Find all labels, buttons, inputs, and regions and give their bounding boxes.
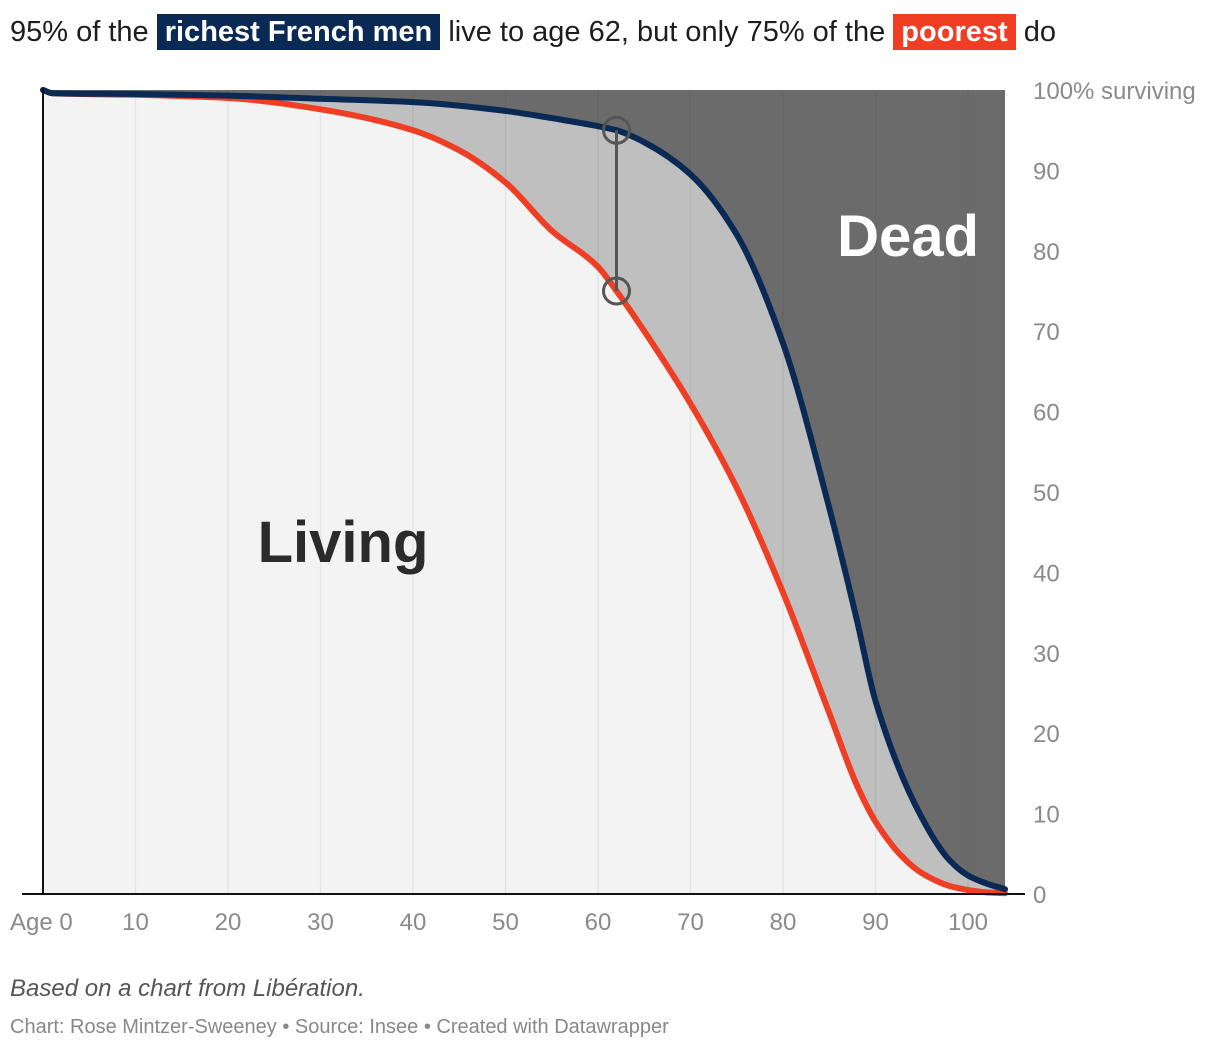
rich-annotation-point <box>602 115 631 145</box>
headline-suffix: do <box>1023 16 1056 48</box>
chart-labels: Living Dead <box>258 204 979 575</box>
headline-rich-label: richest French men <box>156 14 441 50</box>
y-tick-label: 90 <box>1033 158 1060 185</box>
x-tick-label: Age 0 <box>10 909 73 936</box>
y-tick-label: 40 <box>1033 560 1060 587</box>
dead-area-label: Dead <box>837 204 979 269</box>
rich-series-line <box>40 87 1008 893</box>
x-tick-label: 20 <box>215 909 242 936</box>
x-tick-label: 60 <box>585 909 612 936</box>
headline-prefix: 95% of the <box>10 16 149 48</box>
x-tick-label: 50 <box>492 909 519 936</box>
x-tick-label: 30 <box>307 909 334 936</box>
living-area <box>43 90 1005 894</box>
chart-areas <box>43 90 1005 894</box>
footer-credit: Chart: Rose Mintzer-Sweeney • Source: In… <box>10 1016 669 1038</box>
x-tick-label: 80 <box>770 909 797 936</box>
x-tick-label: 70 <box>677 909 704 936</box>
headline-middle: live to age 62, but only 75% of the <box>448 16 886 48</box>
chart-headline: 95% of the richest French men live to ag… <box>10 10 1056 54</box>
chart-lines <box>40 87 1008 897</box>
y-tick-label: 50 <box>1033 480 1060 507</box>
y-tick-label: 10 <box>1033 802 1060 829</box>
y-tick-label: 100% surviving <box>1033 78 1196 105</box>
x-tick-label: 10 <box>122 909 149 936</box>
poor-annotation-point <box>602 276 631 306</box>
y-tick-label: 80 <box>1033 239 1060 266</box>
x-tick-label: 40 <box>400 909 427 936</box>
living-area-label: Living <box>258 510 429 575</box>
headline-poor-label: poorest <box>893 14 1016 50</box>
x-tick-label: 90 <box>862 909 889 936</box>
y-tick-label: 0 <box>1033 882 1046 909</box>
footer-note: Based on a chart from Libération. <box>10 975 365 1002</box>
y-tick-label: 70 <box>1033 319 1060 346</box>
y-tick-label: 30 <box>1033 641 1060 668</box>
chart-gridlines <box>134 90 969 894</box>
x-tick-label: 100 <box>948 909 988 936</box>
poor-series-line <box>40 87 1008 897</box>
y-tick-label: 20 <box>1033 721 1060 748</box>
y-tick-label: 60 <box>1033 400 1060 427</box>
